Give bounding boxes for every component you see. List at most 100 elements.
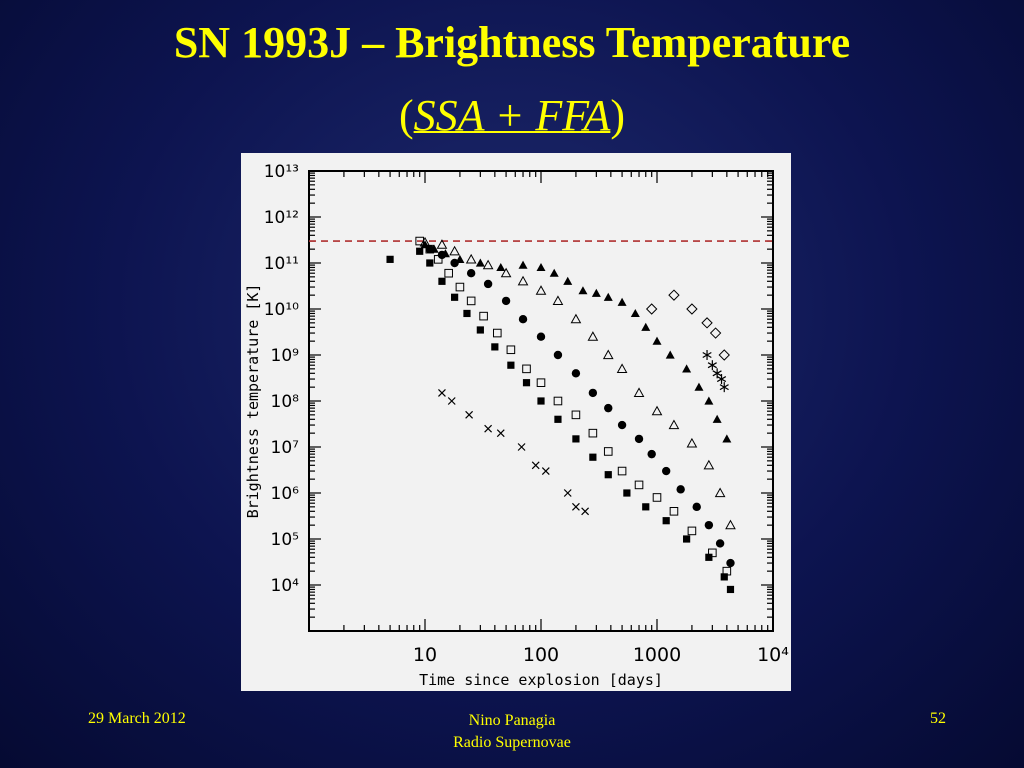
- data-point-open-triangle: [465, 253, 477, 264]
- data-point-filled-square: [507, 361, 515, 369]
- data-point-open-triangle: [449, 245, 460, 256]
- data-point-open-triangle: [552, 295, 564, 305]
- data-point-filled-circle: [661, 466, 671, 476]
- data-point-filled-triangle: [536, 262, 546, 272]
- data-point-filled-triangle: [475, 258, 485, 267]
- y-tick-label: 10⁵: [271, 530, 299, 550]
- y-tick-label: 10⁷: [271, 438, 300, 458]
- data-point-filled-triangle: [682, 364, 692, 373]
- cross-stroke: [496, 429, 505, 438]
- cross-stroke: [484, 424, 493, 433]
- data-point-filled-square: [720, 573, 728, 581]
- x-tick-label: 10⁴: [757, 644, 789, 666]
- data-point-open-diamond: [701, 317, 713, 329]
- data-point-filled-square: [463, 309, 471, 318]
- data-point-open-triangle: [714, 487, 726, 498]
- data-point-open-triangle: [587, 331, 599, 341]
- cross-stroke: [563, 489, 572, 497]
- slide-subtitle: (SSA + FFA): [0, 92, 1024, 140]
- footer-date: 29 March 2012: [88, 710, 186, 727]
- data-point-open-square: [553, 396, 563, 406]
- cross-stroke: [531, 461, 540, 470]
- data-point-cross: [496, 429, 505, 438]
- data-point-filled-circle: [676, 485, 685, 494]
- data-point-open-square: [571, 410, 581, 420]
- y-tick-label: 10¹³: [264, 162, 299, 182]
- data-point-filled-circle: [553, 350, 563, 360]
- data-point-asterisk: [702, 350, 712, 360]
- data-point-filled-triangle: [563, 276, 573, 285]
- cross-stroke: [541, 467, 550, 475]
- slide-title: SN 1993J – Brightness Temperature: [173, 18, 851, 67]
- data-point-asterisk: [707, 360, 717, 371]
- data-point-open-square: [634, 480, 644, 490]
- y-tick-label: 10⁶: [271, 484, 300, 504]
- data-point-filled-triangle: [603, 292, 613, 301]
- y-tick-label: 10¹⁰: [264, 300, 299, 320]
- data-point-open-triangle: [535, 285, 547, 295]
- data-point-filled-circle: [536, 332, 546, 341]
- data-point-asterisk: [716, 374, 727, 385]
- data-point-filled-square: [705, 553, 713, 561]
- subtitle-open-paren: (: [398, 91, 414, 140]
- data-point-open-square: [522, 364, 531, 374]
- brightness-temperature-chart: 10 100 1000 10⁴ 10⁴ 10⁵ 10⁶ 10⁷ 10⁸ 10⁹ 10¹⁰ 10¹¹ 10…: [244, 162, 789, 689]
- asterisk-stroke: [707, 362, 717, 369]
- data-point-open-triangle: [482, 259, 494, 270]
- data-point-filled-circle: [692, 502, 701, 512]
- data-point-open-square: [506, 345, 516, 355]
- cross-stroke: [447, 397, 456, 405]
- subtitle-model: SSA + FFA: [413, 91, 611, 140]
- y-tick-label: 10⁸: [271, 392, 300, 412]
- data-point-open-triangle: [419, 236, 431, 247]
- data-point-filled-square: [662, 517, 670, 525]
- data-point-filled-circle: [617, 420, 627, 430]
- data-point-filled-triangle: [549, 268, 559, 277]
- data-point-filled-triangle: [704, 396, 714, 405]
- data-point-open-triangle: [633, 387, 645, 397]
- data-point-filled-circle: [483, 279, 493, 289]
- data-point-filled-square: [642, 503, 650, 511]
- data-point-cross: [531, 461, 540, 470]
- data-point-open-diamond: [686, 303, 698, 315]
- data-point-filled-circle: [571, 369, 581, 378]
- cross-stroke: [465, 410, 474, 419]
- cross-stroke: [438, 388, 446, 397]
- data-point-filled-square: [572, 435, 580, 443]
- data-point-filled-triangle: [712, 414, 722, 423]
- data-point-filled-circle: [466, 269, 476, 278]
- data-point-open-triangle: [616, 363, 628, 373]
- data-point-cross: [484, 424, 493, 433]
- data-point-open-triangle: [517, 275, 529, 286]
- data-point-filled-circle: [588, 388, 598, 398]
- data-point-filled-circle: [518, 315, 528, 324]
- data-point-filled-square: [522, 379, 531, 387]
- y-axis-label: Brightness temperature [K]: [244, 284, 262, 519]
- data-point-filled-triangle: [591, 288, 601, 297]
- data-point-open-diamond: [668, 289, 680, 301]
- data-point-filled-circle: [425, 244, 435, 254]
- data-point-filled-circle: [647, 449, 656, 459]
- data-point-filled-triangle: [617, 297, 627, 306]
- data-point-open-square: [669, 507, 679, 516]
- data-point-filled-square: [554, 415, 562, 423]
- x-tick-label: 100: [523, 644, 559, 666]
- data-point-open-square: [433, 255, 443, 264]
- data-point-filled-triangle: [496, 262, 506, 272]
- cross-stroke: [571, 502, 580, 511]
- data-point-filled-square: [683, 535, 691, 543]
- data-point-filled-circle: [450, 258, 459, 268]
- data-point-filled-square: [491, 343, 499, 351]
- data-point-cross: [541, 467, 550, 475]
- data-point-filled-square: [426, 259, 434, 267]
- data-point-filled-circle: [726, 558, 735, 568]
- asterisk-stroke: [716, 376, 727, 383]
- data-point-filled-triangle: [578, 286, 588, 295]
- asterisk-stroke: [719, 384, 729, 391]
- data-point-filled-square: [451, 293, 459, 301]
- data-point-filled-square: [537, 397, 545, 405]
- data-point-open-triangle: [602, 349, 614, 360]
- data-point-open-square: [444, 268, 453, 278]
- data-point-open-triangle: [570, 313, 582, 324]
- data-point-filled-circle: [501, 296, 511, 306]
